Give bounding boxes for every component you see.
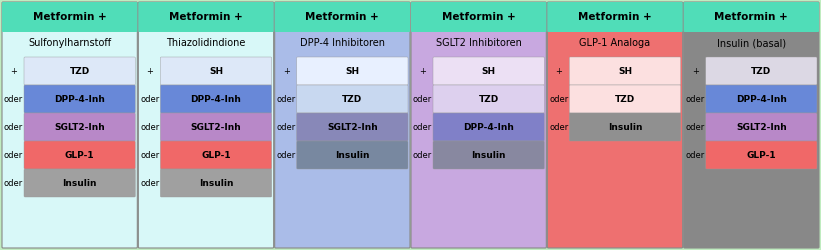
Text: +: + (10, 66, 17, 76)
FancyBboxPatch shape (433, 113, 544, 141)
Text: oder: oder (140, 178, 159, 188)
Text: +: + (146, 66, 154, 76)
FancyBboxPatch shape (433, 141, 544, 169)
FancyBboxPatch shape (24, 57, 135, 85)
FancyBboxPatch shape (2, 2, 137, 32)
Text: Insulin (basal): Insulin (basal) (717, 38, 786, 48)
Text: Metformin +: Metformin + (305, 12, 379, 22)
Text: oder: oder (4, 122, 23, 132)
Text: oder: oder (413, 150, 432, 160)
Text: Thiazolidindione: Thiazolidindione (167, 38, 245, 48)
Text: SGLT2-Inh: SGLT2-Inh (327, 122, 378, 132)
FancyBboxPatch shape (160, 141, 272, 169)
FancyBboxPatch shape (138, 2, 273, 32)
Text: Insulin: Insulin (335, 150, 369, 160)
Text: oder: oder (686, 94, 705, 104)
Text: Metformin +: Metformin + (33, 12, 107, 22)
FancyBboxPatch shape (433, 85, 544, 113)
FancyBboxPatch shape (296, 85, 408, 113)
FancyBboxPatch shape (569, 57, 681, 85)
Text: DPP-4-Inh: DPP-4-Inh (736, 94, 787, 104)
Text: Sulfonylharnstoff: Sulfonylharnstoff (28, 38, 111, 48)
FancyBboxPatch shape (706, 85, 817, 113)
FancyBboxPatch shape (275, 2, 410, 248)
FancyBboxPatch shape (706, 141, 817, 169)
Text: oder: oder (140, 94, 159, 104)
FancyBboxPatch shape (684, 2, 819, 32)
FancyBboxPatch shape (160, 57, 272, 85)
Text: SH: SH (482, 66, 496, 76)
Text: TZD: TZD (342, 94, 362, 104)
Text: SH: SH (618, 66, 632, 76)
FancyBboxPatch shape (2, 2, 137, 248)
Text: oder: oder (4, 94, 23, 104)
Text: TZD: TZD (615, 94, 635, 104)
Text: Insulin: Insulin (608, 122, 642, 132)
FancyBboxPatch shape (548, 2, 683, 32)
FancyBboxPatch shape (24, 85, 135, 113)
Text: SGLT2-Inh: SGLT2-Inh (190, 122, 241, 132)
Text: Metformin +: Metformin + (442, 12, 516, 22)
Text: TZD: TZD (70, 66, 89, 76)
Text: Insulin: Insulin (62, 178, 97, 188)
Text: oder: oder (4, 150, 23, 160)
Text: oder: oder (686, 150, 705, 160)
Text: +: + (556, 66, 562, 76)
Text: oder: oder (549, 122, 568, 132)
FancyBboxPatch shape (275, 2, 410, 32)
Text: Metformin +: Metformin + (714, 12, 788, 22)
Text: TZD: TZD (751, 66, 772, 76)
Text: SGLT2 Inhibitoren: SGLT2 Inhibitoren (436, 38, 521, 48)
FancyBboxPatch shape (160, 113, 272, 141)
Text: oder: oder (686, 122, 705, 132)
FancyBboxPatch shape (411, 2, 546, 248)
FancyBboxPatch shape (24, 169, 135, 197)
Text: GLP-1: GLP-1 (746, 150, 776, 160)
FancyBboxPatch shape (24, 113, 135, 141)
FancyBboxPatch shape (706, 113, 817, 141)
Text: oder: oder (277, 150, 296, 160)
Text: Metformin +: Metformin + (169, 12, 243, 22)
Text: GLP-1: GLP-1 (65, 150, 94, 160)
Text: SGLT2-Inh: SGLT2-Inh (736, 122, 787, 132)
Text: oder: oder (140, 122, 159, 132)
Text: Metformin +: Metformin + (578, 12, 652, 22)
Text: SH: SH (346, 66, 360, 76)
Text: oder: oder (4, 178, 23, 188)
Text: oder: oder (140, 150, 159, 160)
Text: oder: oder (277, 94, 296, 104)
Text: TZD: TZD (479, 94, 499, 104)
Text: oder: oder (549, 94, 568, 104)
FancyBboxPatch shape (24, 141, 135, 169)
FancyBboxPatch shape (296, 113, 408, 141)
FancyBboxPatch shape (160, 169, 272, 197)
Text: +: + (692, 66, 699, 76)
FancyBboxPatch shape (548, 2, 683, 248)
FancyBboxPatch shape (411, 2, 546, 32)
FancyBboxPatch shape (684, 2, 819, 248)
Text: oder: oder (413, 122, 432, 132)
Text: GLP-1: GLP-1 (201, 150, 231, 160)
FancyBboxPatch shape (296, 141, 408, 169)
FancyBboxPatch shape (569, 85, 681, 113)
FancyBboxPatch shape (706, 57, 817, 85)
Text: DPP-4-Inh: DPP-4-Inh (190, 94, 241, 104)
Text: Insulin: Insulin (471, 150, 506, 160)
Text: oder: oder (277, 122, 296, 132)
Text: +: + (282, 66, 290, 76)
Text: GLP-1 Analoga: GLP-1 Analoga (580, 38, 650, 48)
Text: DPP-4 Inhibitoren: DPP-4 Inhibitoren (300, 38, 385, 48)
FancyBboxPatch shape (296, 57, 408, 85)
FancyBboxPatch shape (160, 85, 272, 113)
Text: DPP-4-Inh: DPP-4-Inh (463, 122, 514, 132)
Text: Insulin: Insulin (199, 178, 233, 188)
FancyBboxPatch shape (569, 113, 681, 141)
Text: +: + (420, 66, 426, 76)
Text: SH: SH (209, 66, 223, 76)
Text: oder: oder (413, 94, 432, 104)
FancyBboxPatch shape (138, 2, 273, 248)
Text: SGLT2-Inh: SGLT2-Inh (54, 122, 105, 132)
FancyBboxPatch shape (433, 57, 544, 85)
Text: DPP-4-Inh: DPP-4-Inh (54, 94, 105, 104)
